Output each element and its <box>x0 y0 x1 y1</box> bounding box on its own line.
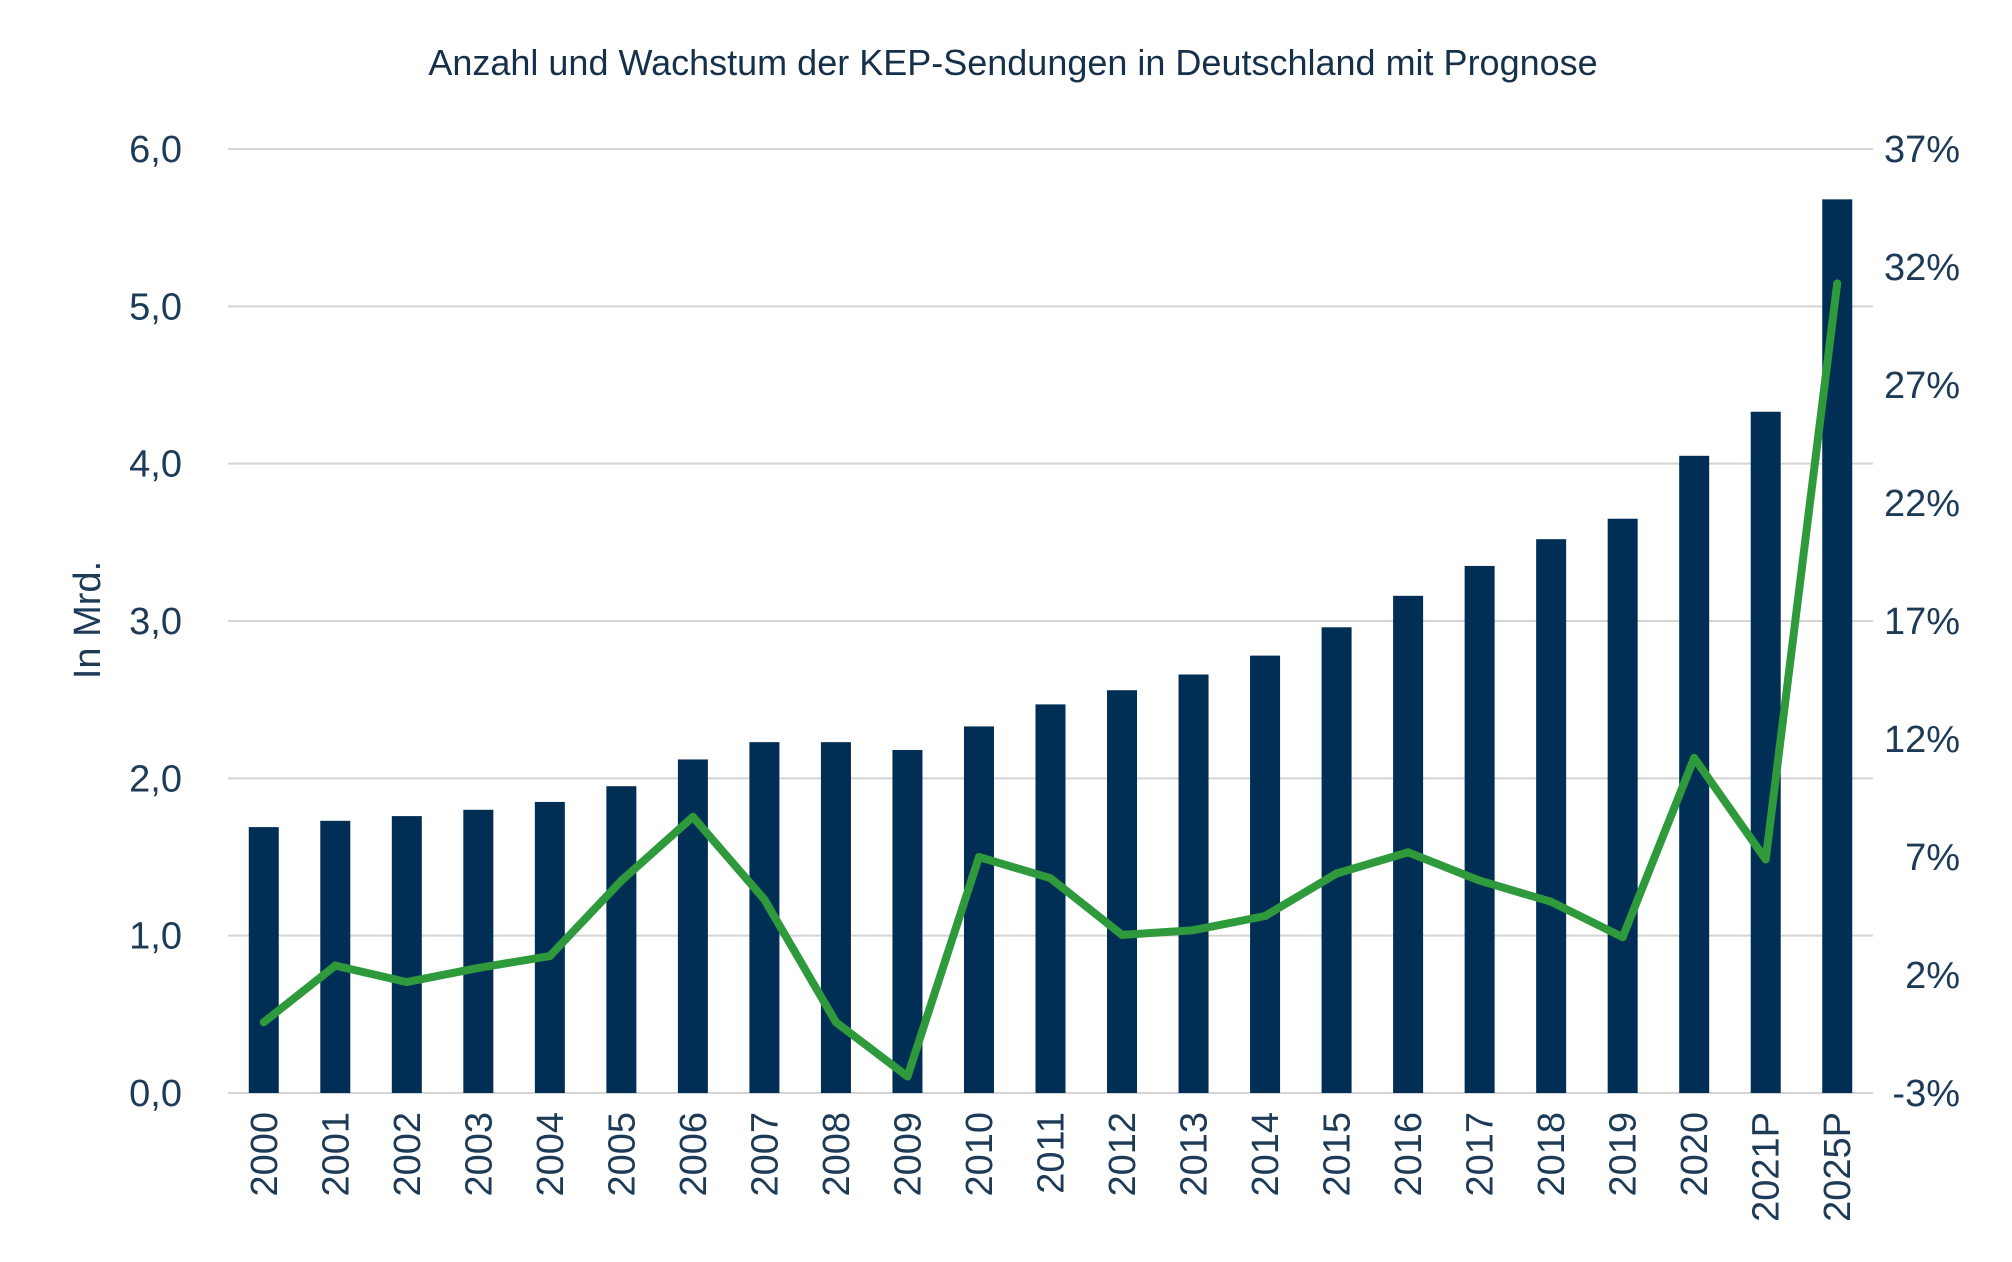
y-tick-label: 3,0 <box>129 601 182 643</box>
y2-tick-label: 17% <box>1884 601 1960 643</box>
y2-tick-label: 2% <box>1905 955 1960 997</box>
x-axis-ticks: 2000 2001 2002 2003 2004 2005 2006 2007 2008 2009… <box>244 1112 1859 1222</box>
x-tick-label: 2011 <box>1031 1112 1073 1194</box>
bar <box>1321 627 1352 1093</box>
x-tick-label: 2020 <box>1674 1112 1716 1197</box>
x-tick-label: 2001 <box>315 1112 357 1197</box>
bar <box>320 820 351 1093</box>
x-tick-label: 2006 <box>673 1112 715 1197</box>
y-tick-label: 4,0 <box>129 444 182 486</box>
x-tick-label: 2010 <box>959 1112 1001 1197</box>
x-tick-label: 2007 <box>744 1112 786 1197</box>
growth-point <box>1046 874 1055 883</box>
growth-point <box>1761 855 1770 864</box>
y-axis-label: In Mrd. <box>67 561 109 679</box>
x-tick-label: 2013 <box>1174 1112 1216 1197</box>
y-tick-label: 6,0 <box>129 129 182 171</box>
bar <box>1607 518 1638 1093</box>
y2-tick-label: -3% <box>1892 1073 1960 1115</box>
growth-point <box>831 1018 840 1027</box>
y2-tick-label: 27% <box>1884 365 1960 407</box>
bar <box>1464 565 1495 1093</box>
growth-point <box>1332 869 1341 878</box>
bar <box>677 759 708 1093</box>
growth-point <box>903 1072 912 1081</box>
y2-tick-label: 12% <box>1884 719 1960 761</box>
growth-point <box>1404 848 1413 857</box>
right-axis-ticks: -3% 2% 7% 12% 17% 22% 27% 32% 37% <box>1884 129 1960 1115</box>
chart-title: Anzahl und Wachstum der KEP-Sendungen in… <box>428 42 1597 83</box>
bar <box>1393 595 1424 1093</box>
growth-line-series <box>259 279 1842 1081</box>
growth-point <box>1618 933 1627 942</box>
x-tick-label: 2018 <box>1531 1112 1573 1197</box>
growth-point <box>545 952 554 961</box>
bar <box>1178 674 1209 1093</box>
x-tick-label: 2009 <box>887 1112 929 1197</box>
bar-series <box>248 199 1853 1093</box>
y-tick-label: 5,0 <box>129 286 182 328</box>
x-tick-label: 2000 <box>244 1112 286 1197</box>
bar <box>820 742 851 1093</box>
growth-point <box>617 876 626 885</box>
growth-point <box>1189 926 1198 935</box>
bar <box>463 809 494 1093</box>
bar <box>1822 199 1853 1093</box>
bar <box>963 726 994 1093</box>
growth-point <box>1118 930 1127 939</box>
x-tick-label: 2025P <box>1817 1112 1859 1222</box>
growth-point <box>1261 912 1270 920</box>
x-tick-label: 2004 <box>530 1112 572 1197</box>
bar <box>1107 690 1138 1093</box>
growth-point <box>1690 753 1699 762</box>
bar <box>1536 539 1567 1093</box>
left-axis-ticks: 0,0 1,0 2,0 3,0 4,0 5,0 6,0 <box>129 129 182 1115</box>
x-tick-label: 2012 <box>1102 1112 1144 1197</box>
x-tick-label: 2015 <box>1317 1112 1359 1197</box>
y-tick-label: 0,0 <box>129 1073 182 1115</box>
x-tick-label: 2014 <box>1245 1112 1287 1197</box>
growth-point <box>331 961 340 970</box>
growth-point <box>688 812 697 821</box>
x-tick-label: 2002 <box>387 1112 429 1197</box>
x-tick-label: 2019 <box>1603 1112 1645 1197</box>
growth-point <box>760 895 769 904</box>
bar <box>248 827 279 1093</box>
bar <box>391 816 422 1093</box>
bar <box>1035 704 1066 1093</box>
y2-tick-label: 37% <box>1884 129 1960 171</box>
y2-tick-label: 7% <box>1905 837 1960 879</box>
y2-tick-label: 22% <box>1884 483 1960 525</box>
y-tick-label: 2,0 <box>129 758 182 800</box>
growth-point <box>1833 279 1842 288</box>
x-tick-label: 2016 <box>1388 1112 1430 1197</box>
growth-point <box>259 1018 268 1027</box>
x-tick-label: 2005 <box>601 1112 643 1197</box>
x-tick-label: 2003 <box>458 1112 500 1197</box>
x-tick-label: 2008 <box>816 1112 858 1197</box>
x-tick-label: 2021P <box>1746 1112 1788 1222</box>
bar <box>606 786 637 1093</box>
growth-point <box>402 978 411 987</box>
y-tick-label: 1,0 <box>129 916 182 958</box>
bar <box>1250 655 1281 1093</box>
y2-tick-label: 32% <box>1884 247 1960 289</box>
growth-point <box>1475 876 1484 885</box>
x-tick-label: 2017 <box>1460 1112 1502 1197</box>
growth-point <box>474 963 483 972</box>
growth-point <box>1547 897 1556 906</box>
growth-point <box>974 853 983 861</box>
